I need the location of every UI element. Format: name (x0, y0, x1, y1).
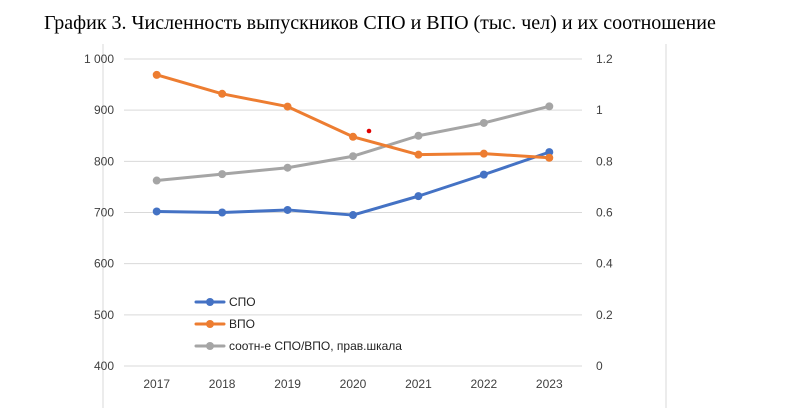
data-point (218, 170, 227, 179)
legend-swatch-marker (206, 342, 214, 350)
x-tick-label: 2022 (471, 377, 498, 391)
chart-title: График 3. Численность выпускников СПО и … (44, 12, 716, 34)
data-point (479, 149, 488, 158)
right-tick-label: 0 (596, 359, 603, 373)
legend-label: СПО (229, 295, 256, 309)
series-line (155, 104, 551, 183)
data-point (414, 131, 423, 140)
data-point (479, 170, 488, 179)
x-tick-label: 2023 (536, 377, 563, 391)
data-point (152, 70, 161, 79)
right-axis-ticks: 0 0.2 0.4 0.6 0.8 1 1.2 (596, 52, 613, 373)
legend: СПО ВПО соотн-е СПО/ВПО, прав.шкала (194, 295, 402, 353)
x-tick-label: 2019 (274, 377, 301, 391)
data-point (218, 89, 227, 98)
data-point (349, 132, 357, 141)
legend-label: соотн-е СПО/ВПО, прав.шкала (229, 339, 402, 353)
left-tick-label: 1 000 (84, 52, 114, 66)
gridlines (124, 58, 582, 367)
data-point (152, 176, 161, 185)
legend-swatch-marker (206, 298, 214, 306)
right-tick-label: 0.8 (596, 154, 613, 168)
x-tick-label: 2020 (340, 377, 367, 391)
left-tick-label: 400 (94, 359, 114, 373)
data-point (349, 152, 357, 161)
left-tick-label: 800 (94, 154, 114, 168)
left-tick-label: 500 (94, 308, 114, 322)
data-point (283, 163, 292, 172)
left-axis-ticks: 400 500 600 700 800 900 1 000 (84, 52, 114, 373)
right-tick-label: 0.2 (596, 308, 613, 322)
series-group (152, 70, 554, 220)
data-point (283, 102, 292, 111)
left-tick-label: 600 (94, 257, 114, 271)
red-marker-dot (366, 128, 372, 134)
legend-swatch-marker (206, 320, 214, 328)
data-point (349, 211, 357, 220)
right-tick-label: 1.2 (596, 52, 613, 66)
data-point (545, 148, 554, 157)
data-point (218, 208, 227, 217)
x-tick-label: 2018 (209, 377, 236, 391)
data-point (152, 207, 161, 216)
data-point (283, 205, 292, 214)
data-point (479, 118, 488, 127)
left-tick-label: 900 (94, 103, 114, 117)
data-point (414, 150, 423, 159)
data-point (545, 153, 554, 162)
right-tick-label: 0.4 (596, 257, 613, 271)
right-tick-label: 1 (596, 103, 603, 117)
data-point (414, 192, 423, 201)
x-tick-label: 2021 (405, 377, 432, 391)
x-axis-ticks: 2017 2018 2019 2020 2021 2022 2023 (143, 377, 563, 391)
right-tick-label: 0.6 (596, 206, 613, 220)
data-point (545, 102, 554, 111)
series-line (155, 73, 551, 160)
legend-label: ВПО (229, 317, 255, 331)
x-tick-label: 2017 (143, 377, 170, 391)
left-tick-label: 700 (94, 206, 114, 220)
